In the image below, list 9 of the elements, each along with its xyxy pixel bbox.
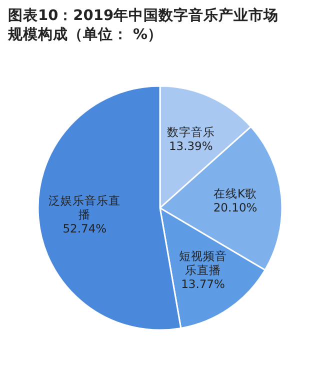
- slice-label: 泛娱乐音乐直播: [48, 194, 121, 222]
- data-label: 13.39%: [168, 138, 213, 153]
- slice-label: 数字音乐: [166, 124, 215, 139]
- data-label: 20.10%: [213, 200, 258, 215]
- slice-label: 短视频音乐直播: [179, 249, 228, 278]
- data-label: 13.77%: [181, 277, 225, 292]
- chart-title: 图表10：2019年中国数字音乐产业市场规模构成（单位： %）: [7, 6, 279, 43]
- data-label: 52.74%: [62, 222, 107, 236]
- slice-label: 在线K歌: [214, 186, 258, 201]
